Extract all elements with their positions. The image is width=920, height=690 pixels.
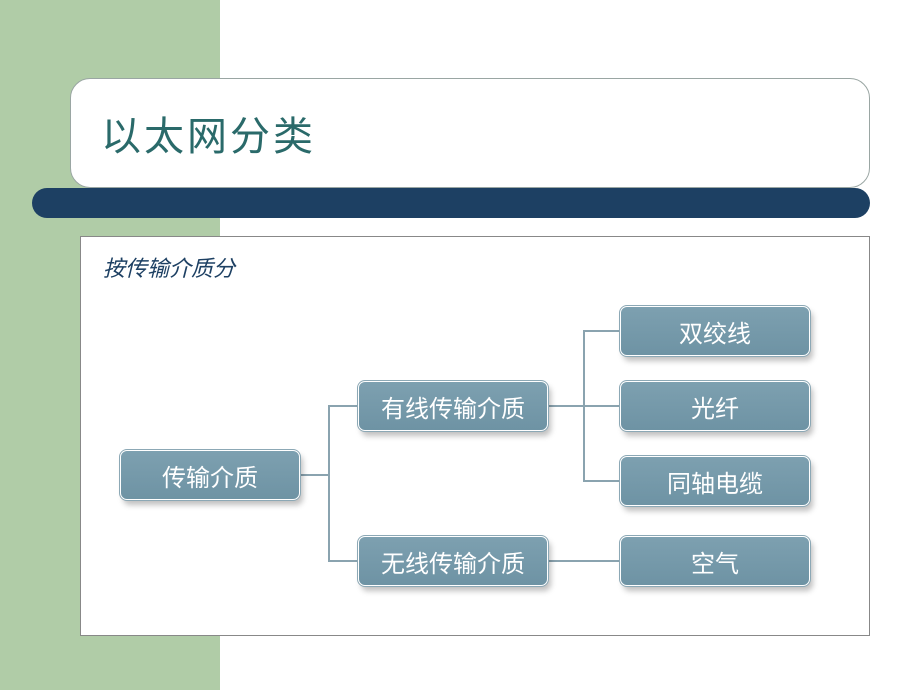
navy-accent-bar <box>32 188 870 218</box>
tree-node-fiber: 光纤 <box>620 381 810 431</box>
tree-node-root: 传输介质 <box>120 450 300 500</box>
slide-title: 以太网分类 <box>101 104 316 162</box>
tree-node-coax: 同轴电缆 <box>620 456 810 506</box>
tree-node-wireless: 无线传输介质 <box>358 536 548 586</box>
tree-node-tp: 双绞线 <box>620 306 810 356</box>
frame-label: 按传输介质分 <box>103 251 235 283</box>
title-card: 以太网分类 <box>70 78 870 188</box>
tree-node-wired: 有线传输介质 <box>358 381 548 431</box>
tree-node-air: 空气 <box>620 536 810 586</box>
